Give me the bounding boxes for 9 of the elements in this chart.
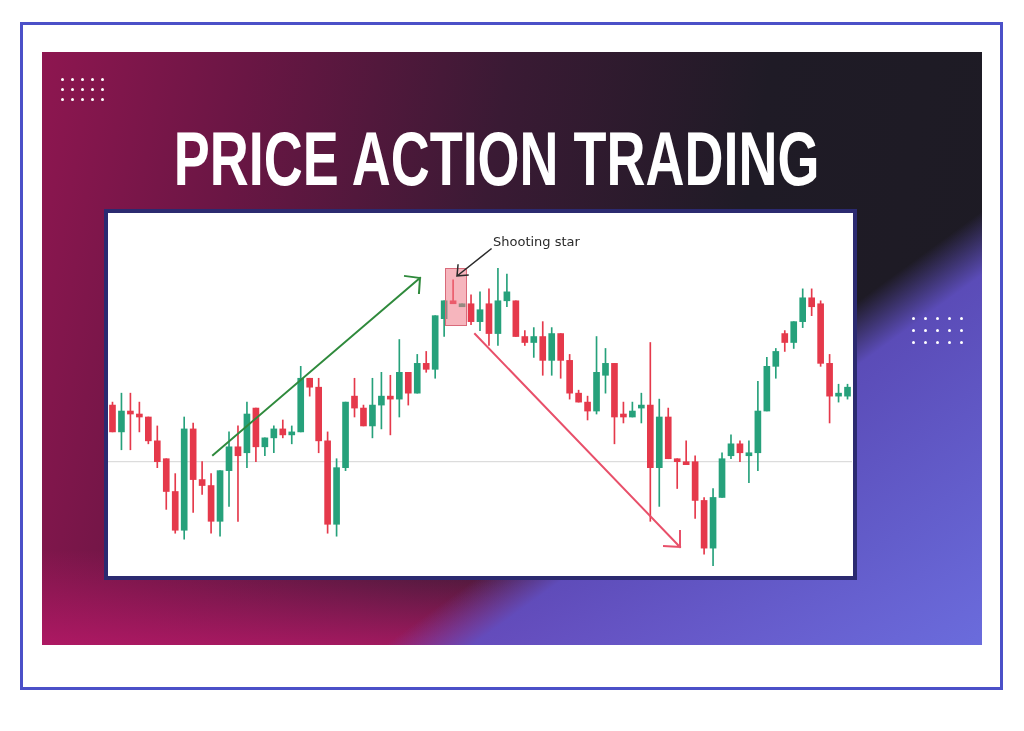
- candlestick: [745, 440, 753, 483]
- candlestick: [234, 425, 242, 522]
- candlestick: [673, 458, 681, 489]
- candlestick: [449, 279, 457, 305]
- candlestick: [530, 327, 538, 358]
- text: Shooting star: [493, 234, 580, 250]
- chart-title: PRICE ACTION TRADING: [173, 116, 820, 201]
- candlestick: [682, 440, 690, 466]
- candlestick: [198, 461, 206, 495]
